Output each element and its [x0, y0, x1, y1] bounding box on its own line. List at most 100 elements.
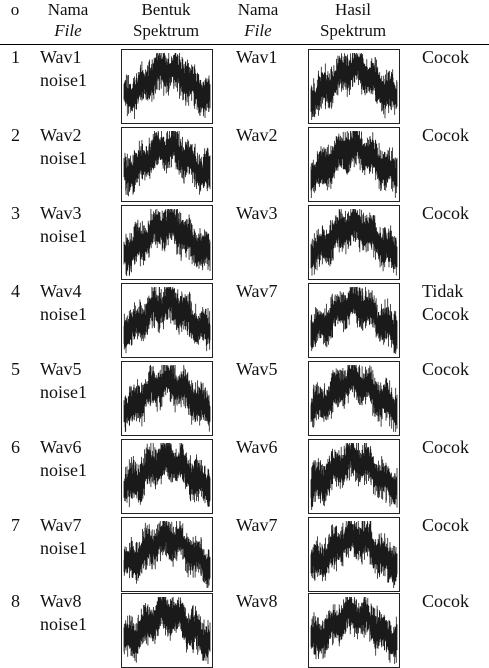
result-spectrum-plot	[310, 131, 398, 198]
spectrum-trace	[310, 365, 398, 432]
file-name-cell: Wav4 noise1	[40, 280, 87, 326]
result-spectrum	[308, 361, 400, 436]
file-name: Wav8	[40, 591, 82, 611]
result-spectrum-plot	[310, 53, 398, 120]
input-spectrum-plot	[123, 365, 211, 432]
match-status-line: Cocok	[422, 591, 469, 611]
noise-label: noise1	[40, 304, 87, 324]
input-spectrum	[121, 593, 213, 668]
spectrum-trace	[123, 53, 211, 119]
result-spectrum	[308, 205, 400, 280]
input-spectrum-plot	[123, 53, 211, 119]
result-file-name: Wav6	[236, 437, 278, 457]
spectrum-trace	[310, 597, 398, 664]
header-nama: Nama	[47, 0, 89, 19]
spectrum-trace	[123, 287, 211, 354]
file-name: Wav3	[40, 203, 82, 223]
noise-label: noise1	[40, 226, 87, 246]
header-file: File	[54, 21, 82, 40]
match-status-line: Cocok	[422, 203, 469, 223]
header-divider	[0, 44, 489, 45]
spectrum-trace	[310, 131, 398, 198]
result-spectrum	[308, 517, 400, 592]
spectrum-trace	[310, 287, 398, 354]
spectrum-trace	[123, 521, 211, 588]
header-no: o	[10, 0, 20, 19]
spectrum-trace	[123, 365, 211, 432]
result-spectrum	[308, 127, 400, 202]
table-row: 7 Wav7 noise1 Wav7 Cocok	[0, 514, 489, 592]
match-status: Cocok	[422, 514, 484, 537]
result-spectrum	[308, 49, 400, 124]
input-spectrum-plot	[123, 209, 211, 276]
header-spektrum: Spektrum	[132, 21, 200, 40]
row-number: 8	[11, 591, 20, 611]
file-name-cell: Wav8 noise1	[40, 590, 87, 636]
table-row: 8 Wav8 noise1 Wav8 Cocok	[0, 590, 489, 668]
header-bentuk: Bentuk	[141, 0, 191, 19]
match-status: Cocok	[422, 436, 484, 459]
input-spectrum	[121, 361, 213, 436]
row-number: 6	[11, 437, 20, 457]
result-file-name: Wav7	[236, 281, 278, 301]
match-status: Cocok	[422, 124, 484, 147]
input-spectrum-plot	[123, 597, 211, 664]
input-spectrum	[121, 517, 213, 592]
result-file-name: Wav2	[236, 125, 278, 145]
noise-label: noise1	[40, 460, 87, 480]
table-row: 2 Wav2 noise1 Wav2 Cocok	[0, 124, 489, 202]
match-status: Cocok	[422, 46, 484, 69]
match-status: Cocok	[422, 590, 484, 613]
noise-label: noise1	[40, 148, 87, 168]
table-row: 1 Wav1 noise1 Wav1 Cocok	[0, 46, 489, 124]
file-name: Wav6	[40, 437, 82, 457]
spectrum-trace	[310, 53, 398, 120]
table-row: 5 Wav5 noise1 Wav5 Cocok	[0, 358, 489, 436]
table-header: o Nama File Bentuk Spektrum Nama File Ha…	[0, 0, 489, 44]
header-file-2: File	[244, 21, 272, 40]
input-spectrum-plot	[123, 521, 211, 588]
match-status-line: Tidak	[422, 281, 464, 301]
input-spectrum	[121, 283, 213, 358]
result-file-name: Wav3	[236, 203, 278, 223]
row-number: 7	[11, 515, 20, 535]
noise-label: noise1	[40, 614, 87, 634]
table-row: 3 Wav3 noise1 Wav3 Cocok	[0, 202, 489, 280]
result-file-name: Wav8	[236, 591, 278, 611]
file-name-cell: Wav5 noise1	[40, 358, 87, 404]
result-spectrum-plot	[310, 443, 398, 510]
spectrum-trace	[310, 521, 398, 588]
match-status: Cocok	[422, 358, 484, 381]
match-status: Tidak Cocok	[422, 280, 484, 326]
match-status-line: Cocok	[422, 125, 469, 145]
match-status-line: Cocok	[422, 47, 469, 67]
header-nama-2: Nama	[237, 0, 279, 19]
result-spectrum	[308, 439, 400, 514]
input-spectrum	[121, 205, 213, 280]
result-file-name: Wav5	[236, 359, 278, 379]
header-spektrum-2: Spektrum	[319, 21, 387, 40]
match-status: Cocok	[422, 202, 484, 225]
file-name: Wav5	[40, 359, 82, 379]
noise-label: noise1	[40, 538, 87, 558]
noise-label: noise1	[40, 70, 87, 90]
input-spectrum-plot	[123, 131, 211, 197]
result-spectrum	[308, 283, 400, 358]
result-spectrum-plot	[310, 287, 398, 354]
spectrum-trace	[123, 443, 211, 508]
input-spectrum	[121, 439, 213, 514]
input-spectrum	[121, 127, 213, 202]
file-name: Wav4	[40, 281, 82, 301]
input-spectrum-plot	[123, 443, 211, 508]
file-name-cell: Wav6 noise1	[40, 436, 87, 482]
spectrum-trace	[123, 131, 211, 197]
table-row: 4 Wav4 noise1 Wav7 Tidak Cocok	[0, 280, 489, 358]
result-spectrum-plot	[310, 209, 398, 276]
result-spectrum-plot	[310, 521, 398, 588]
noise-label: noise1	[40, 382, 87, 402]
result-spectrum	[308, 593, 400, 668]
header-hasil: Hasil	[335, 0, 371, 19]
row-number: 3	[11, 203, 20, 223]
file-name: Wav1	[40, 47, 82, 67]
spectrum-trace	[123, 597, 211, 664]
